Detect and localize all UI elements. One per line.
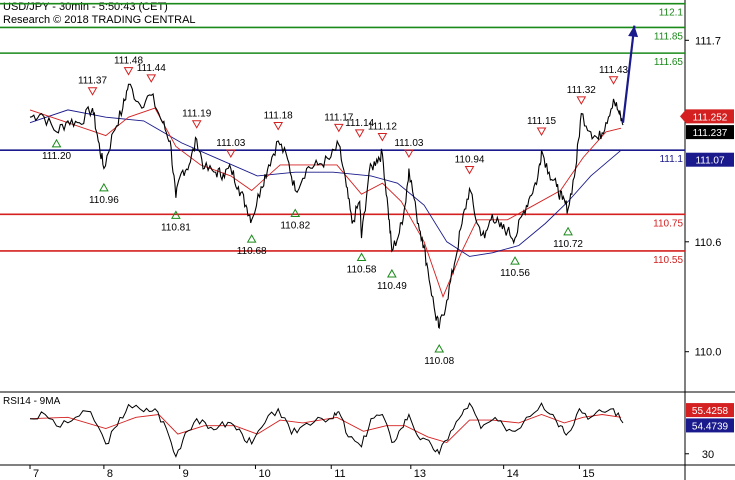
rsi-tag: 54.4739 [692, 421, 729, 432]
ma-slow-line [29, 109, 622, 257]
swing-high-marker [404, 149, 414, 159]
price-tag: 111.07 [695, 156, 725, 167]
price-tag-box [686, 109, 734, 124]
x-tick-label: 7 [33, 468, 39, 480]
swing-high-label: 111.19 [182, 109, 212, 120]
x-tick-label: 9 [183, 468, 189, 480]
swing-high-label: 111.48 [114, 56, 144, 67]
price-line [29, 83, 624, 330]
level-label: 112.1 [659, 8, 684, 19]
swing-low-label: 110.96 [89, 195, 119, 206]
rsi-ma-line [29, 414, 622, 444]
y-tick-label: 111.7 [695, 35, 721, 47]
x-tick-label: 8 [107, 468, 113, 480]
ma-fast-line [29, 107, 622, 298]
swing-high-label: 111.18 [264, 111, 294, 122]
copyright-text: Research © 2018 TRADING CENTRAL [3, 14, 196, 26]
swing-low-label: 110.81 [161, 222, 191, 233]
rsi-tick-label: 30 [702, 449, 714, 461]
swing-low-label: 110.82 [280, 220, 310, 231]
swing-low-marker [246, 234, 257, 243]
swing-low-label: 110.56 [500, 268, 530, 279]
swing-high-marker [146, 74, 157, 83]
swing-high-marker [273, 122, 284, 131]
level-label: 110.55 [653, 255, 683, 266]
swing-high-marker [464, 166, 475, 175]
swing-high-marker [608, 76, 619, 85]
rsi-tag-box [686, 418, 734, 433]
swing-low-marker [171, 210, 181, 219]
price-tag-pointer [680, 109, 686, 124]
swing-high-label: 111.03 [394, 138, 424, 149]
swing-high-marker [377, 133, 388, 142]
swing-high-marker [87, 87, 98, 96]
rsi-title: RSI14 - 9MA [3, 396, 61, 407]
swing-high-label: 111.03 [216, 138, 246, 149]
swing-high-marker [536, 127, 547, 137]
price-tag: 111.252 [693, 112, 728, 123]
swing-high-marker [123, 67, 134, 76]
swing-high-label: 111.14 [345, 118, 375, 129]
swing-low-marker [563, 226, 573, 236]
swing-low-label: 110.58 [347, 264, 377, 275]
level-label: 111.1 [659, 154, 683, 165]
swing-high-label: 111.15 [527, 116, 557, 127]
forecast-arrow-shaft [621, 25, 636, 123]
swing-high-label: 111.44 [137, 63, 167, 74]
swing-low-marker [99, 182, 109, 192]
swing-high-marker [333, 123, 344, 133]
price-tag-box [686, 125, 734, 140]
rsi-line [29, 402, 624, 458]
forecast-arrow-head [628, 25, 639, 38]
level-label: 111.85 [654, 31, 684, 42]
level-label: 110.75 [653, 218, 683, 229]
y-tick-label: 110.0 [695, 347, 722, 359]
level-label: 111.65 [654, 57, 684, 68]
swing-high-marker [354, 129, 365, 138]
swing-high-label: 110.94 [455, 155, 485, 166]
swing-high-marker [225, 149, 236, 159]
swing-low-marker [51, 138, 62, 148]
swing-low-label: 110.08 [424, 356, 454, 367]
swing-low-label: 110.72 [553, 239, 583, 250]
swing-high-label: 111.12 [368, 122, 398, 133]
swing-low-label: 110.49 [377, 281, 407, 292]
x-tick-label: 14 [507, 468, 519, 480]
swing-high-marker [191, 120, 202, 129]
swing-high-marker [576, 96, 587, 105]
swing-high-label: 111.43 [599, 65, 629, 76]
x-tick-label: 15 [582, 468, 594, 480]
rsi-tag-box [686, 403, 734, 418]
swing-high-label: 111.32 [567, 85, 597, 96]
swing-high-label: 111.37 [78, 76, 108, 87]
swing-low-marker [356, 252, 367, 261]
swing-low-marker [510, 256, 520, 265]
swing-low-marker [387, 268, 397, 278]
y-tick-label: 110.6 [695, 237, 722, 249]
swing-high-label: 111.17 [324, 112, 354, 123]
x-tick-label: 13 [414, 468, 426, 480]
x-tick-label: 10 [258, 468, 270, 480]
swing-low-label: 111.20 [42, 151, 72, 162]
x-tick-label: 11 [334, 468, 345, 480]
swing-low-label: 110.68 [237, 246, 267, 257]
price-tag: 111.237 [693, 128, 728, 139]
swing-low-marker [434, 344, 445, 353]
swing-low-marker [290, 208, 301, 217]
price-tag-box [686, 152, 734, 167]
rsi-tag: 55.4258 [692, 406, 729, 417]
